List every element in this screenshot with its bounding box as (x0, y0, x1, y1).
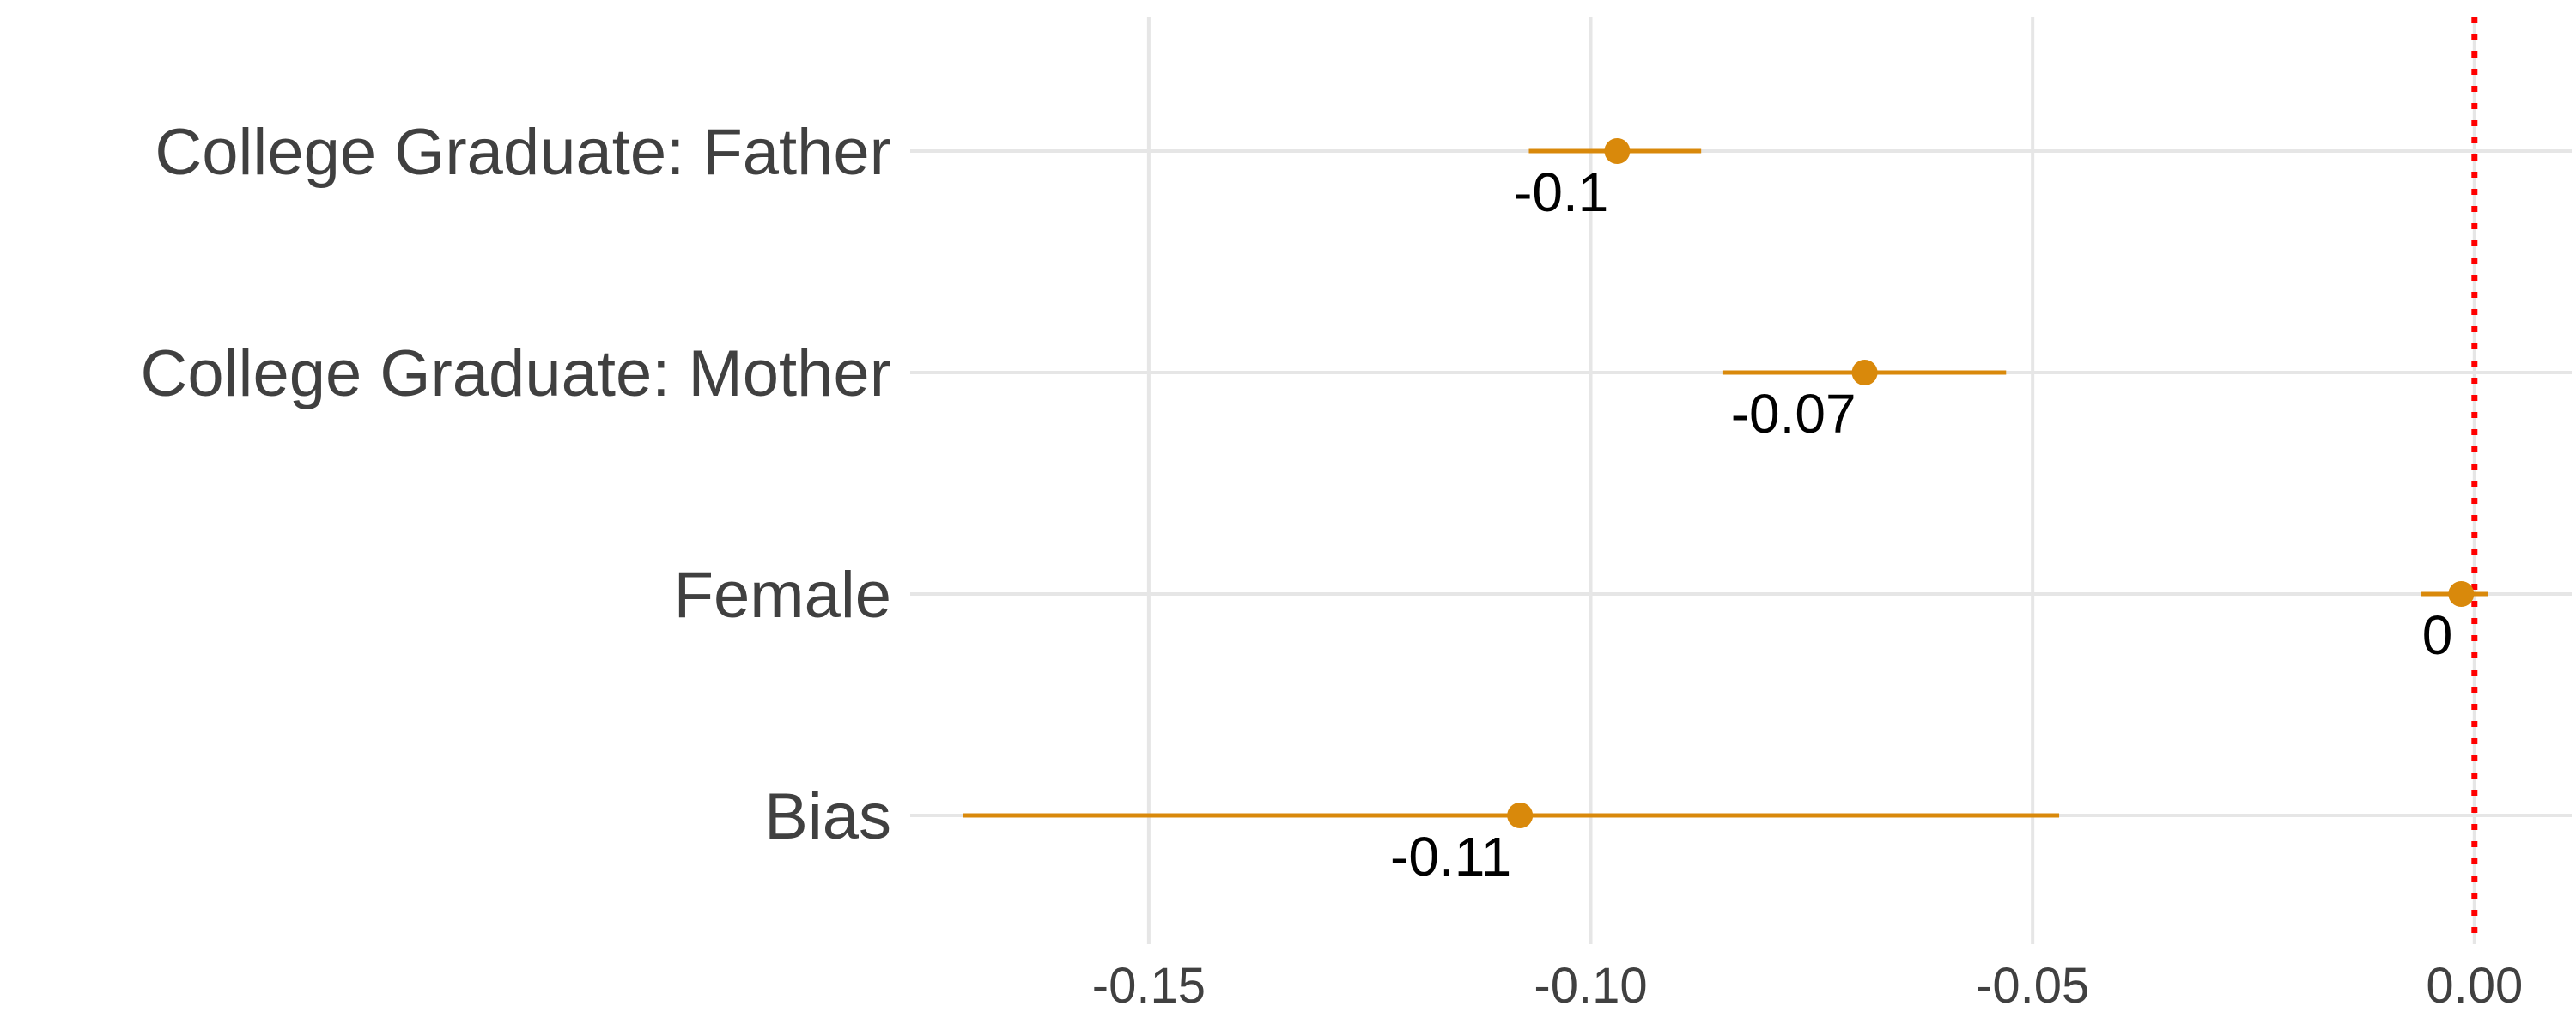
category-label: College Graduate: Mother (141, 337, 891, 410)
estimate-point (1604, 138, 1631, 164)
data-label: -0.07 (1731, 383, 1856, 445)
x-tick-label: 0.00 (2426, 958, 2523, 1014)
x-tick-label: -0.10 (1534, 958, 1647, 1014)
category-label: Bias (764, 780, 891, 853)
data-label: -0.11 (1390, 826, 1511, 888)
data-label: 0 (2422, 604, 2453, 666)
estimate-point (2448, 581, 2475, 607)
x-tick-label: -0.05 (1976, 958, 2089, 1014)
data-label: -0.1 (1514, 161, 1608, 223)
category-label: College Graduate: Father (155, 116, 891, 189)
category-label: Female (674, 559, 891, 632)
estimate-point (1851, 360, 1878, 385)
estimate-point (1507, 803, 1534, 828)
x-tick-label: -0.15 (1092, 958, 1206, 1014)
